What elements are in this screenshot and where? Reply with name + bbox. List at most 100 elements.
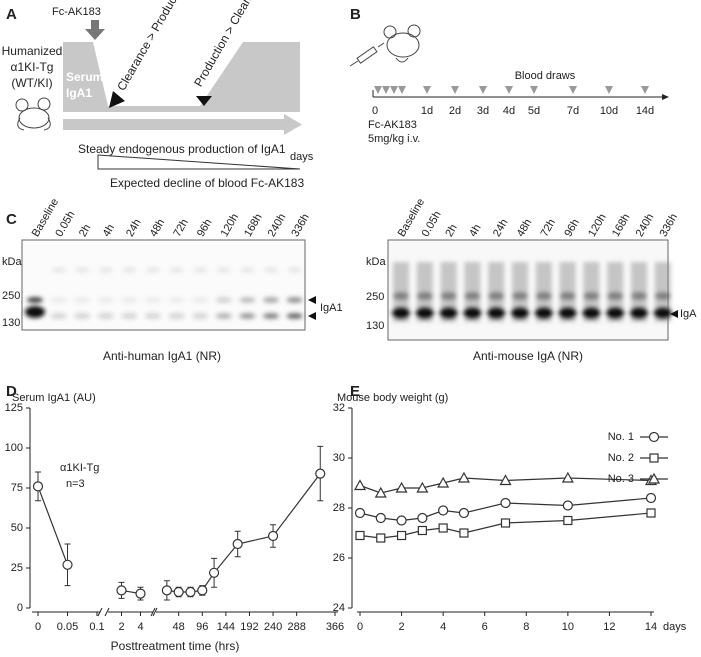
phase-label: Clearance > Production <box>114 0 189 93</box>
panel-a-shapes <box>15 20 302 170</box>
lane-label: 4h <box>101 222 118 239</box>
legend-marker <box>647 472 661 484</box>
band <box>51 267 66 273</box>
decline-label: Expected decline of blood Fc-AK183 <box>110 176 304 190</box>
panel-label: D <box>6 383 17 400</box>
band <box>27 297 43 303</box>
band <box>215 313 232 319</box>
arrowhead <box>109 91 125 108</box>
legend-label: No. 3 <box>608 473 634 485</box>
timeline-title: Blood draws <box>515 70 576 82</box>
band <box>75 267 90 273</box>
y-tick-label: 25 <box>11 562 23 574</box>
band <box>512 292 528 300</box>
x-tick-label: 2 <box>399 621 405 633</box>
timepoint-label: 14d <box>636 105 654 117</box>
marker <box>197 585 208 596</box>
marker <box>375 512 386 524</box>
marker <box>646 508 656 518</box>
legend-label: No. 1 <box>608 431 634 443</box>
x-tick-label: 144 <box>217 621 235 633</box>
y-tick-label: 30 <box>333 452 345 464</box>
lane-label: 168h <box>610 212 633 239</box>
marker <box>500 497 511 509</box>
y-tick-label: 32 <box>333 402 345 414</box>
marker <box>267 530 279 542</box>
marker <box>208 567 220 578</box>
band <box>487 307 506 319</box>
drug-label: Fc-AK183 <box>52 6 101 18</box>
marker <box>355 530 365 541</box>
marker <box>645 492 657 504</box>
band <box>583 292 600 300</box>
mouse-icon <box>15 97 51 131</box>
syringe-icon <box>349 42 385 67</box>
x-tick-label: 366 <box>326 621 344 633</box>
band <box>392 307 410 319</box>
lane-label: 96h <box>562 217 582 239</box>
kda-label: 130 <box>2 317 20 329</box>
timepoint-label: 4d <box>503 105 515 117</box>
dose-label: Fc-AK183 <box>368 119 417 131</box>
marker <box>161 585 172 596</box>
x-tick-label: 4 <box>440 621 446 633</box>
marker <box>315 468 326 479</box>
panel-label: C <box>6 211 17 228</box>
y-tick-label: 28 <box>333 502 345 514</box>
band <box>286 297 303 303</box>
panel-label: E <box>350 383 360 400</box>
draw-markers <box>374 86 649 94</box>
axis-break <box>97 607 103 617</box>
band <box>169 267 184 273</box>
x-tick-label: 10 <box>562 621 574 633</box>
band <box>239 297 256 303</box>
timepoint-label: 10d <box>600 105 618 117</box>
band <box>146 267 160 273</box>
marker <box>395 481 408 493</box>
decline-wedge <box>97 154 301 170</box>
band <box>216 267 231 273</box>
model-label: Humanized <box>2 44 63 58</box>
band <box>393 292 409 300</box>
axis-break <box>104 607 110 617</box>
marker <box>185 586 196 598</box>
band <box>192 297 209 303</box>
blot-bands <box>25 262 672 322</box>
y-tick-label: 100 <box>5 442 23 454</box>
lane-label: 48h <box>148 217 168 239</box>
band <box>193 267 208 273</box>
marker <box>354 507 366 519</box>
production-arrow <box>63 114 302 135</box>
axis-break <box>152 607 158 617</box>
axis-break <box>150 607 156 617</box>
x-axis-title: days <box>663 621 687 633</box>
lane-label: 4h <box>467 222 484 239</box>
x-tick-label: 288 <box>287 621 305 633</box>
annotation: n=3 <box>66 478 85 490</box>
band <box>121 313 138 319</box>
marker <box>417 512 428 524</box>
lane-label: 240h <box>266 212 289 239</box>
y-tick-label: 75 <box>11 482 23 494</box>
x-tick-label: 192 <box>240 621 258 633</box>
band-label: IgA1 <box>320 302 343 314</box>
axis-label: days <box>290 151 314 163</box>
blot-caption: Anti-human IgA1 (NR) <box>103 349 221 363</box>
marker <box>32 481 44 492</box>
band <box>287 267 302 273</box>
band <box>74 297 91 303</box>
band <box>122 267 137 273</box>
lane-label: 0.05h <box>420 209 444 239</box>
band <box>215 297 232 303</box>
serum-label: IgA1 <box>66 86 92 100</box>
band <box>145 313 161 319</box>
x-tick-label: 0 <box>357 621 363 633</box>
y-axis-title: Serum IgA1 (AU) <box>12 392 96 404</box>
x-tick-label: 0.05 <box>57 621 78 633</box>
band <box>440 292 457 300</box>
timeline-arrow <box>662 94 669 100</box>
kda-label: kDa <box>366 256 386 268</box>
band <box>654 292 671 300</box>
x-axis-title: Posttreatment time (hrs) <box>111 639 240 653</box>
band <box>98 267 113 273</box>
